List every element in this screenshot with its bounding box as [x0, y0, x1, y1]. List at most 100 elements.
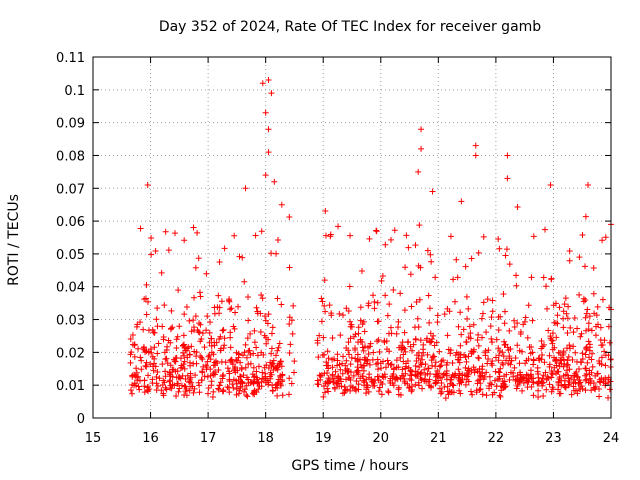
data-point — [572, 349, 579, 356]
data-point — [415, 168, 422, 175]
data-point — [348, 323, 355, 330]
data-point — [513, 385, 520, 392]
data-point — [320, 334, 327, 341]
data-point — [233, 377, 240, 384]
data-point — [322, 308, 329, 315]
data-point — [579, 231, 586, 238]
data-point — [394, 324, 401, 331]
data-point — [553, 370, 560, 377]
data-point — [506, 261, 513, 268]
data-point — [251, 339, 258, 346]
data-point — [427, 251, 434, 258]
data-point — [545, 327, 552, 334]
data-point — [145, 348, 152, 355]
data-point — [527, 367, 534, 374]
data-point — [200, 363, 207, 370]
data-point — [530, 379, 537, 386]
data-point — [236, 253, 243, 260]
data-point — [263, 362, 270, 369]
data-point — [153, 386, 160, 393]
data-point — [391, 227, 398, 234]
data-point — [548, 374, 555, 381]
data-point — [325, 380, 332, 387]
data-point — [415, 382, 422, 389]
data-point — [371, 298, 378, 305]
data-point — [582, 213, 589, 220]
data-point — [464, 315, 471, 322]
data-point — [408, 303, 415, 310]
data-point — [235, 303, 242, 310]
data-point — [320, 393, 327, 400]
data-point — [204, 313, 211, 320]
data-point — [440, 357, 447, 364]
data-point — [436, 385, 443, 392]
data-point — [479, 334, 486, 341]
data-point — [353, 378, 360, 385]
data-point — [275, 344, 282, 351]
data-point — [415, 323, 422, 330]
data-point — [376, 348, 383, 355]
data-point — [501, 308, 508, 315]
data-point — [561, 383, 568, 390]
data-point — [243, 382, 250, 389]
data-point — [488, 335, 495, 342]
y-tick-label: 0.08 — [56, 149, 85, 164]
data-point — [546, 381, 553, 388]
data-point — [501, 338, 508, 345]
data-point — [576, 291, 583, 298]
data-point — [249, 390, 256, 397]
data-point — [557, 357, 564, 364]
data-point — [499, 349, 506, 356]
data-point — [286, 320, 293, 327]
data-point — [407, 271, 414, 278]
data-point — [586, 367, 593, 374]
data-point — [403, 232, 410, 239]
data-point — [222, 359, 229, 366]
data-point — [579, 350, 586, 357]
data-point — [458, 198, 465, 205]
data-point — [245, 376, 252, 383]
data-point — [566, 378, 573, 385]
data-point — [447, 233, 454, 240]
data-point — [570, 383, 577, 390]
data-point — [227, 329, 234, 336]
data-point — [466, 323, 473, 330]
data-point — [441, 311, 448, 318]
data-point — [233, 380, 240, 387]
data-point — [197, 293, 204, 300]
data-point — [471, 369, 478, 376]
data-point — [341, 383, 348, 390]
data-point — [433, 371, 440, 378]
data-point — [238, 378, 245, 385]
data-point — [457, 390, 464, 397]
data-point — [325, 355, 332, 362]
data-point — [545, 375, 552, 382]
data-point — [519, 387, 526, 394]
data-point — [458, 331, 465, 338]
data-point — [265, 379, 272, 386]
data-point — [540, 372, 547, 379]
data-point — [425, 365, 432, 372]
data-point — [498, 387, 505, 394]
data-point — [566, 342, 573, 349]
data-point — [582, 297, 589, 304]
data-point — [375, 388, 382, 395]
data-point — [563, 361, 570, 368]
data-point — [343, 344, 350, 351]
data-point — [142, 295, 149, 302]
data-point — [507, 346, 514, 353]
data-point — [182, 383, 189, 390]
data-point — [337, 332, 344, 339]
data-point — [418, 145, 425, 152]
data-point — [542, 226, 549, 233]
data-point — [241, 386, 248, 393]
data-point — [563, 367, 570, 374]
data-point — [131, 353, 138, 360]
data-point — [145, 372, 152, 379]
data-point — [556, 363, 563, 370]
data-point — [167, 339, 174, 346]
data-point — [207, 319, 214, 326]
data-point — [250, 350, 257, 357]
data-point — [211, 342, 218, 349]
data-point — [334, 380, 341, 387]
